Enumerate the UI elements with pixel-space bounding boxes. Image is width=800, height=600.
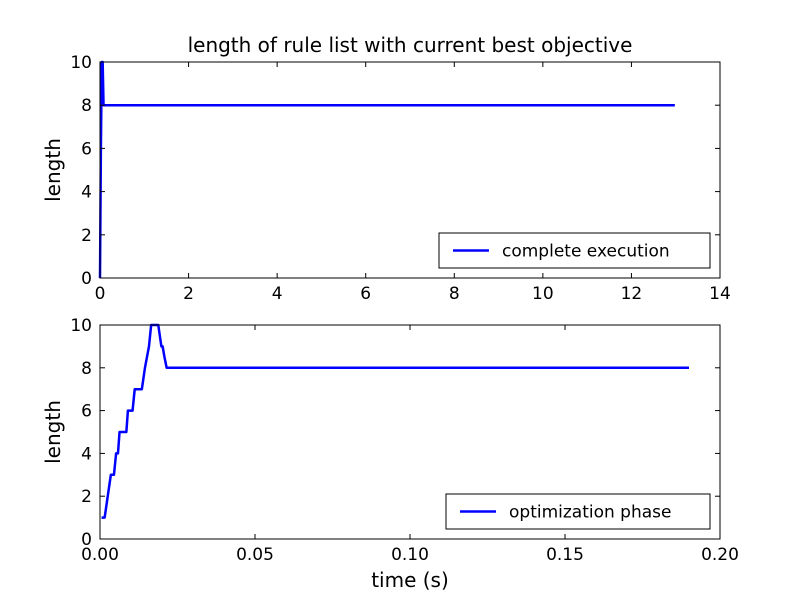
x-tick-label: 14 (709, 284, 731, 304)
x-tick-label: 0.00 (81, 545, 119, 565)
x-tick-label: 0 (95, 284, 106, 304)
plot-frame (99, 61, 721, 279)
y-tick-label: 6 (81, 139, 92, 159)
y-tick-label: 0 (81, 530, 92, 550)
y-tick-label: 8 (81, 96, 92, 116)
legend: complete execution (438, 232, 711, 269)
x-tick-label: 0.20 (701, 545, 739, 565)
x-axis-label: time (s) (371, 568, 449, 592)
x-tick-label: 0.10 (391, 545, 429, 565)
y-tick-label: 2 (81, 487, 92, 507)
x-tick-label: 12 (621, 284, 643, 304)
series-line (101, 323, 689, 519)
legend-label: complete execution (502, 242, 670, 262)
x-tick-label: 10 (532, 284, 554, 304)
figure-title: length of rule list with current best ob… (188, 33, 633, 57)
top-subplot: 0 2 4 6 8 10 12 14 0 2 4 6 8 10 length complete executi… (41, 53, 731, 304)
y-tick-label: 6 (81, 402, 92, 422)
y-tick-label: 4 (81, 444, 92, 464)
x-tick-label: 0.05 (236, 545, 274, 565)
legend: optimization phase (445, 493, 711, 530)
x-tick-label: 4 (272, 284, 283, 304)
y-tick-label: 0 (81, 269, 92, 289)
x-tick-label: 8 (449, 284, 460, 304)
x-tick-label: 6 (360, 284, 371, 304)
y-tick-label: 10 (70, 316, 92, 336)
y-tick-label: 10 (70, 53, 92, 73)
y-tick-label: 8 (81, 359, 92, 379)
y-tick-label: 4 (81, 183, 92, 203)
y-tick-label: 2 (81, 226, 92, 246)
y-axis-label: length (41, 138, 65, 202)
x-tick-label: 2 (183, 284, 194, 304)
x-tick-label: 0.15 (546, 545, 584, 565)
y-axis-label: length (41, 400, 65, 464)
bottom-subplot: 0.00 0.05 0.10 0.15 0.20 0 2 4 6 8 10 length time (s… (41, 316, 739, 592)
legend-label: optimization phase (509, 503, 671, 523)
